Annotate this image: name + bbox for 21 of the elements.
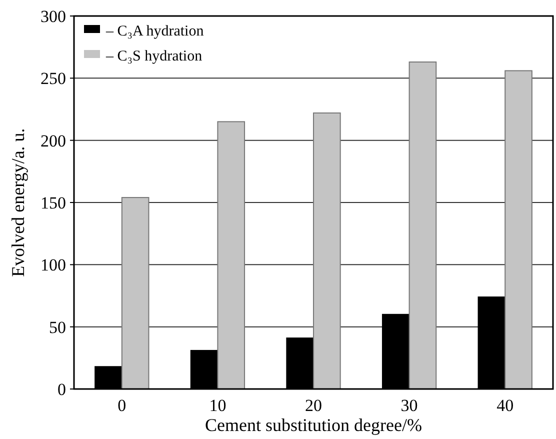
- y-tick-label: 250: [40, 69, 66, 88]
- x-tick-label: 10: [209, 396, 226, 415]
- legend-label: – C₃A hydration: [105, 23, 204, 40]
- y-tick-label: 50: [49, 318, 66, 337]
- legend-label: – C₃S hydration: [105, 48, 203, 64]
- bar: [313, 112, 341, 390]
- x-tick-label: 20: [305, 396, 322, 415]
- x-tick-label: 0: [118, 396, 126, 415]
- y-tick-label: 0: [58, 380, 66, 399]
- x-axis-title: Cement substitution degree/%: [205, 415, 422, 435]
- y-tick-label: 200: [40, 131, 66, 150]
- bar: [217, 121, 246, 390]
- bar: [408, 62, 437, 390]
- bar: [121, 197, 150, 390]
- y-tick-label: 100: [40, 256, 66, 275]
- y-axis-title: Evolved energy/a. u.: [8, 128, 28, 277]
- bar: [504, 70, 532, 390]
- x-tick-label: 30: [400, 396, 418, 415]
- x-tick-label: 40: [496, 396, 514, 415]
- y-tick-label: 300: [40, 6, 66, 26]
- y-tick-label: 150: [40, 193, 66, 212]
